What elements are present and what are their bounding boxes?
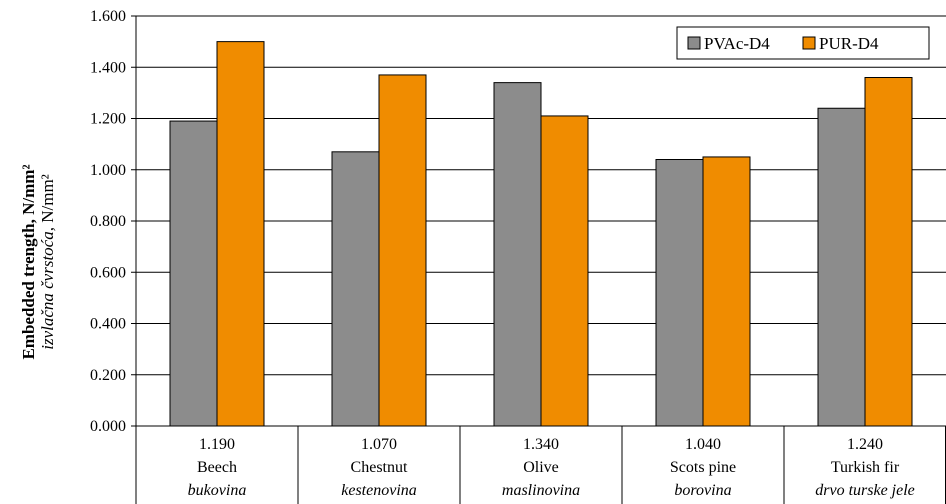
category-name-label: Olive [523,459,559,476]
legend-swatch-pvac [687,36,701,50]
y-axis-title: Embedded trength, N/mm² izvlačna čvrstoć… [19,164,57,359]
y-tick-label: 0.400 [90,316,126,333]
y-axis-title-unit: N/mm² [38,174,57,227]
category-name-label: Chestnut [351,459,408,476]
y-tick-label: 0.200 [90,367,126,384]
y-tick-label: 1.000 [90,162,126,179]
bar-pur [702,156,751,427]
svg-text:izvlačna čvrstoća, N/mm²: izvlačna čvrstoća, N/mm² [38,174,57,350]
bar-pvac [169,120,218,427]
y-tick-label: 0.000 [90,418,126,435]
category-local-name-label: borovina [674,482,731,499]
category-local-name-label: kestenovina [341,482,417,499]
category-local-name-label: bukovina [188,482,247,499]
legend-label-pur: PUR-D4 [819,34,879,53]
y-tick-label: 1.200 [90,111,126,128]
bar-pur [216,41,265,427]
category-value-label: 1.040 [685,436,721,453]
legend: PVAc-D4 PUR-D4 [676,26,930,60]
bars [169,41,913,427]
bar-pvac [655,159,704,427]
bar-pur [378,74,427,427]
svg-text:Embedded trength, N/mm²: Embedded trength, N/mm² [19,164,38,359]
bar-pur [540,115,589,427]
bar-pur [864,77,913,427]
category-name-label: Turkish fir [831,459,900,476]
category-name-label: Beech [197,459,237,476]
bar-pvac [331,151,380,427]
y-tick-label: 1.400 [90,59,126,76]
category-value-label: 1.070 [361,436,397,453]
y-tick-labels: 0.000 0.200 0.400 0.600 0.800 1.000 1.200 1.400… [90,8,126,435]
category-labels: 1.190 Beech bukovina 1.070 Chestnut kestenovi… [188,436,915,499]
category-local-name-label: maslinovina [502,482,580,499]
y-axis-title-italic: izvlačna čvrstoća, [38,227,57,350]
bar-pvac [817,107,866,427]
y-tick-label: 0.800 [90,213,126,230]
y-tick-label: 1.600 [90,8,126,25]
category-value-label: 1.240 [847,436,883,453]
bar-pvac [493,82,542,427]
category-value-label: 1.340 [523,436,559,453]
y-axis-title-bold: Embedded trength, N/mm² [19,164,38,359]
legend-label-pvac: PVAc-D4 [704,34,770,53]
category-value-label: 1.190 [199,436,235,453]
legend-swatch-pur [802,36,816,50]
y-tick-label: 0.600 [90,264,126,281]
category-name-label: Scots pine [670,459,736,476]
category-local-name-label: drvo turske jele [815,482,915,499]
